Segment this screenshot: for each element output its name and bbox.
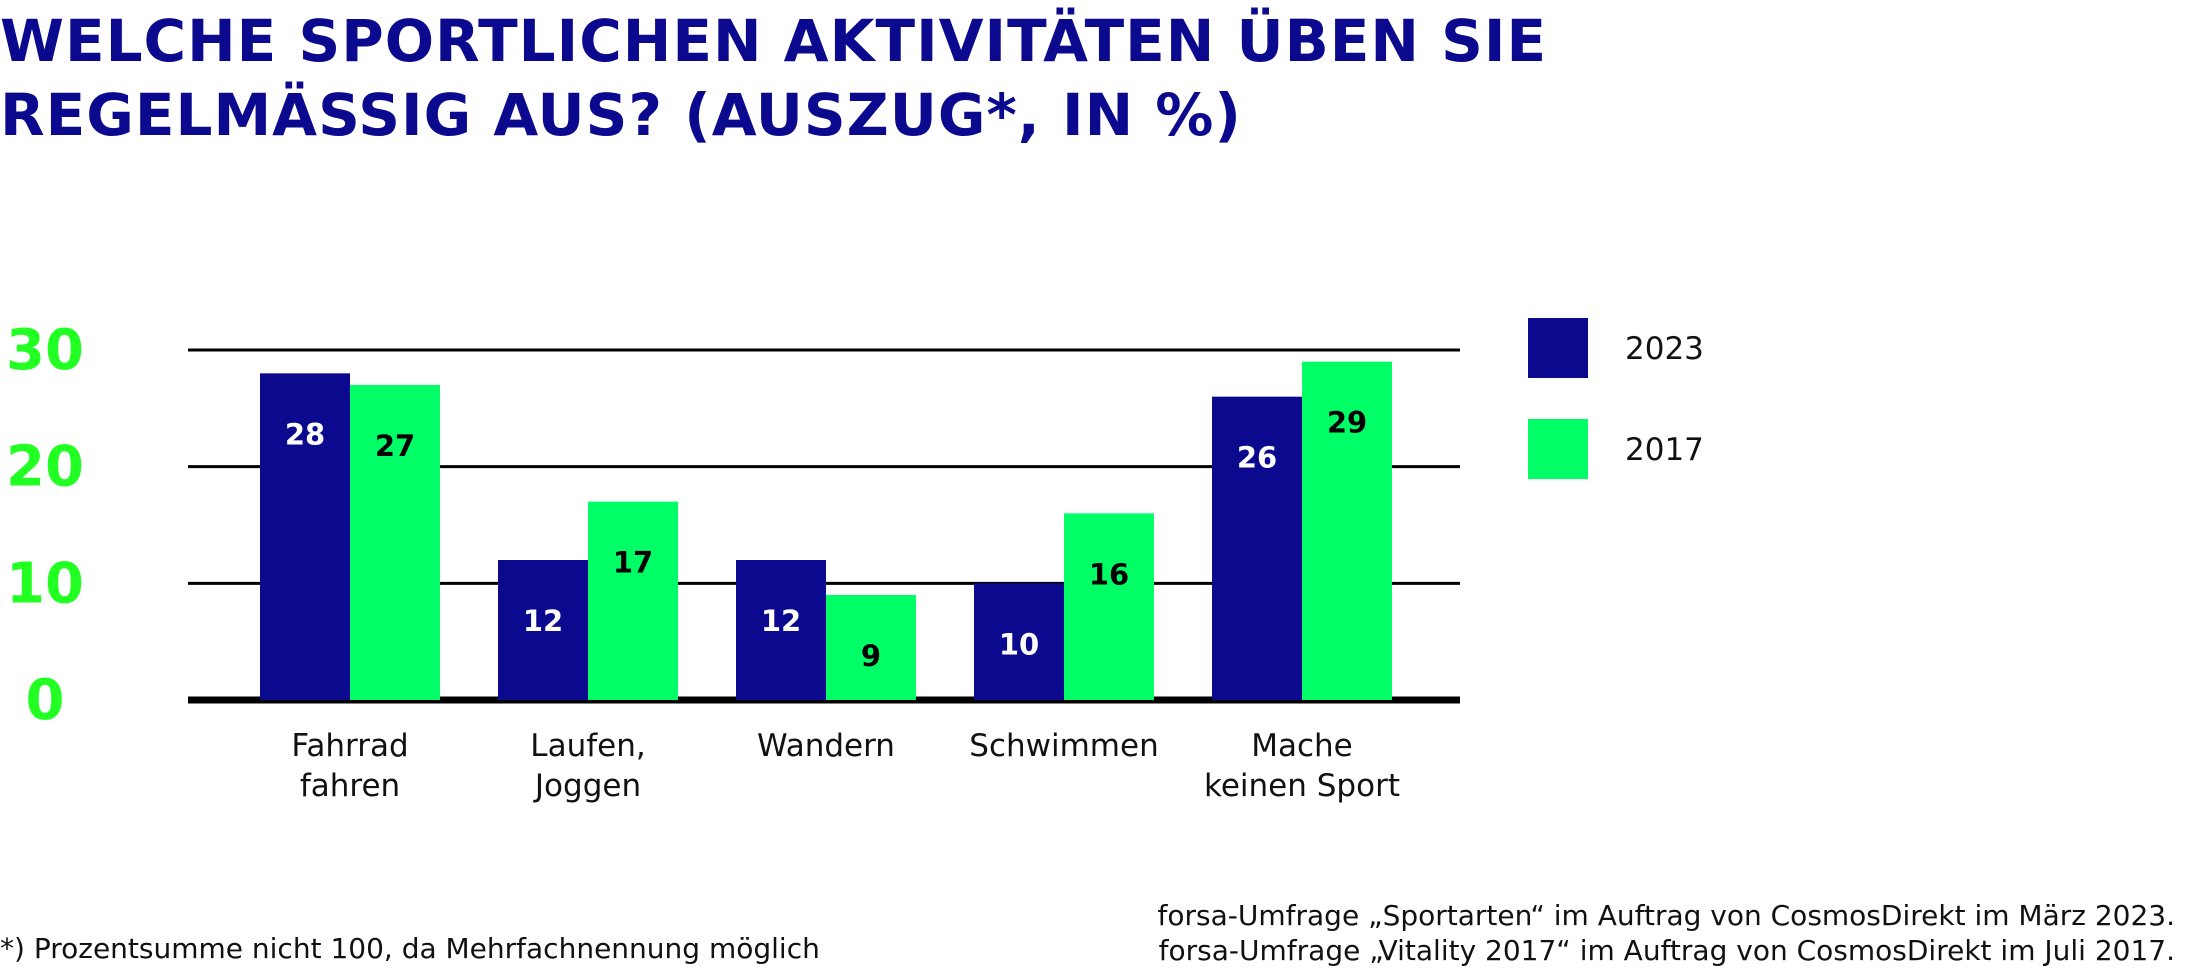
chart-title-line-1: WELCHE SPORTLICHEN AKTIVITÄTEN ÜBEN SIE (0, 7, 1548, 75)
data-label-2023-0: 28 (285, 417, 325, 451)
y-tick-label-0: 0 (26, 668, 65, 733)
data-label-2023-2: 12 (761, 604, 801, 638)
data-label-2017-4: 29 (1327, 406, 1367, 440)
category-label-2-line-1: Wandern (757, 728, 895, 764)
y-tick-label-30: 30 (6, 318, 84, 383)
category-label-0-line-2: fahren (300, 768, 400, 804)
bar-2023-1 (498, 560, 588, 700)
footnote: *) Prozentsumme nicht 100, da Mehrfachne… (0, 932, 820, 965)
source-note-2023: forsa-Umfrage „Sportarten“ im Auftrag vo… (1157, 899, 2175, 932)
category-label-4-line-1: Mache (1251, 728, 1353, 764)
legend-label-2023: 2023 (1625, 331, 1704, 367)
bar-2017-1 (588, 501, 678, 700)
bar-2023-3 (974, 583, 1064, 700)
data-label-2023-1: 12 (523, 604, 563, 638)
bar-2017-2 (826, 595, 916, 700)
category-label-0-line-1: Fahrrad (291, 728, 408, 764)
legend-label-2017: 2017 (1625, 432, 1704, 468)
category-label-1-line-1: Laufen, (530, 728, 645, 764)
bar-2023-2 (736, 560, 826, 700)
data-label-2023-4: 26 (1237, 441, 1277, 475)
category-label-1-line-2: Joggen (533, 768, 641, 804)
chart-title-line-2: REGELMÄSSIG AUS? (AUSZUG*, IN %) (0, 81, 1242, 149)
bar-2023-0 (260, 373, 350, 700)
bar-2017-3 (1064, 513, 1154, 700)
chart-title: WELCHE SPORTLICHEN AKTIVITÄTEN ÜBEN SIE … (0, 4, 1700, 152)
data-label-2017-1: 17 (613, 546, 653, 580)
data-label-2017-2: 9 (861, 639, 881, 673)
data-label-2023-3: 10 (999, 627, 1039, 661)
source-note-2017: forsa-Umfrage „Vitality 2017“ im Auftrag… (1158, 934, 2175, 967)
bar-chart: 0 10 20 30 28 27 Fahrrad fahren 12 17 Laufen, Jogge… (6, 318, 1704, 804)
bar-2023-4 (1212, 396, 1302, 700)
data-label-2017-0: 27 (375, 429, 415, 463)
y-tick-label-20: 20 (6, 435, 84, 500)
bar-2017-0 (350, 385, 440, 700)
category-label-4-line-2: keinen Sport (1204, 768, 1400, 804)
bar-2017-4 (1302, 361, 1392, 700)
legend-swatch-2017 (1528, 419, 1588, 479)
category-label-3-line-1: Schwimmen (969, 728, 1158, 764)
y-tick-label-10: 10 (6, 551, 84, 616)
data-label-2017-3: 16 (1089, 557, 1129, 591)
source-notes: forsa-Umfrage „Sportarten“ im Auftrag vo… (1158, 898, 2175, 968)
legend-swatch-2023 (1528, 318, 1588, 378)
